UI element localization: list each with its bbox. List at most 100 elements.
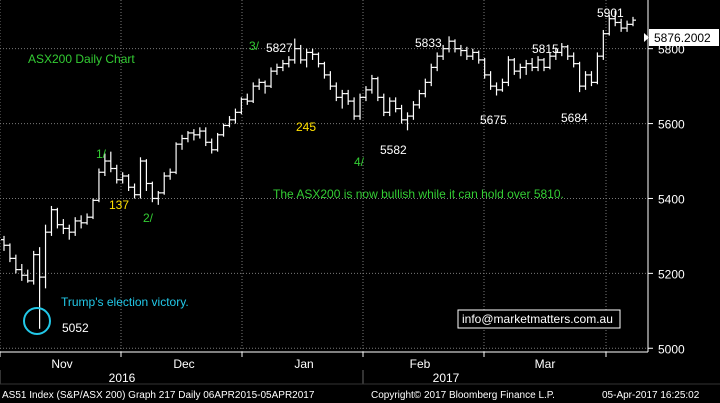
ohlc-bar <box>95 168 102 203</box>
ohlc-bar <box>463 46 470 60</box>
ohlc-bar <box>588 71 595 87</box>
ohlc-bar <box>155 190 162 205</box>
ohlc-bar <box>315 52 322 68</box>
ohlc-bar <box>184 131 191 143</box>
ohlc-bar <box>220 123 227 137</box>
ohlc-bar <box>244 93 251 105</box>
ohlc-bar <box>594 52 601 85</box>
ohlc-bar <box>333 82 340 102</box>
ohlc-bar <box>487 71 494 90</box>
ohlc-bar <box>529 58 536 72</box>
ohlc-bar <box>618 18 625 32</box>
ohlc-bar <box>30 250 37 285</box>
last-price-pointer <box>644 33 649 42</box>
ohlc-bar <box>362 86 369 102</box>
ohlc-bar <box>90 198 97 220</box>
ohlc-bar <box>576 61 583 93</box>
ohlc-bar <box>451 39 458 53</box>
ohlc-bar <box>612 10 619 27</box>
wave-4-points-label: 245 <box>296 120 316 134</box>
ohlc-bar <box>179 134 186 150</box>
ohlc-bar <box>600 29 607 60</box>
ohlc-bar <box>392 97 399 113</box>
peak-5827-label: 5827 <box>266 41 293 55</box>
y-tick-label: 5200 <box>658 267 685 281</box>
ohlc-bar <box>345 89 352 105</box>
peak-5833-label: 5833 <box>415 36 442 50</box>
ohlc-bar <box>368 74 375 94</box>
ohlc-bar <box>481 58 488 79</box>
ohlc-bar <box>101 153 108 176</box>
y-tick-label: 5800 <box>658 43 685 57</box>
ohlc-bar <box>78 215 85 229</box>
footer-copyright: Copyright© 2017 Bloomberg Finance L.P. <box>371 390 555 401</box>
last-price-box <box>649 29 719 46</box>
y-tick-label: 5000 <box>658 342 685 356</box>
y-tick-label: 5400 <box>658 192 685 206</box>
x-tick-label: Mar <box>535 357 556 371</box>
x-axis-ticks: Nov Dec Jan Feb Mar 2016 2017 <box>0 352 607 385</box>
footer-index: AS51 Index (S&P/ASX 200) Graph 217 Daily… <box>2 390 315 401</box>
ohlc-bar <box>214 132 221 152</box>
footer-timestamp: 05-Apr-2017 16:25:02 <box>602 390 700 401</box>
ohlc-bar <box>232 108 239 124</box>
grid <box>0 0 648 352</box>
ohlc-bars <box>1 10 636 329</box>
low-5052-label: 5052 <box>62 321 89 335</box>
last-price-label: 5876.2002 <box>654 31 711 45</box>
ohlc-bar <box>564 44 571 60</box>
ohlc-bar <box>161 172 168 195</box>
ohlc-bar <box>297 44 304 64</box>
ohlc-bar <box>410 101 417 120</box>
ohlc-bar <box>6 243 13 263</box>
ohlc-bar <box>173 142 180 175</box>
wave-4-label: 4/ <box>354 155 365 169</box>
ohlc-bar <box>416 89 423 109</box>
ohlc-bar <box>190 129 197 141</box>
year-label: 2016 <box>109 371 136 385</box>
ohlc-bar <box>446 36 453 53</box>
x-tick-label: Feb <box>410 357 431 371</box>
low-5675-label: 5675 <box>480 113 507 127</box>
ohlc-bar <box>380 93 387 117</box>
ohlc-bar <box>202 127 209 147</box>
ohlc-bar <box>54 207 61 229</box>
ohlc-bar <box>273 63 280 75</box>
ohlc-bar <box>374 76 381 102</box>
ohlc-bar <box>309 48 316 60</box>
peak-5901-label: 5901 <box>597 6 624 20</box>
ohlc-bar <box>226 116 233 128</box>
ohlc-bar <box>398 104 405 124</box>
ohlc-bar <box>24 269 31 283</box>
ohlc-bar <box>540 58 547 72</box>
ohlc-bar <box>505 56 512 87</box>
ohlc-bar <box>125 174 132 191</box>
ohlc-bar <box>499 78 506 92</box>
ohlc-bar <box>12 254 19 274</box>
ohlc-bar <box>624 20 631 32</box>
ohlc-bar <box>582 71 589 90</box>
ohlc-bar <box>167 168 174 180</box>
ohlc-bar <box>511 58 518 75</box>
x-tick-label: Jan <box>294 357 313 371</box>
low-5684-label: 5684 <box>561 111 588 125</box>
ohlc-bar <box>630 16 636 27</box>
ohlc-bar <box>36 247 43 329</box>
ohlc-bar <box>404 112 411 131</box>
ohlc-bar <box>291 38 298 64</box>
ohlc-bar <box>475 50 482 64</box>
ohlc-bar <box>1 235 7 251</box>
ohlc-bar <box>256 78 263 90</box>
ohlc-bar <box>149 181 156 203</box>
ohlc-bar <box>523 59 530 75</box>
ohlc-bar <box>107 151 114 173</box>
ohlc-bar <box>552 48 559 60</box>
ohlc-bar <box>303 48 310 68</box>
bullish-commentary: The ASX200 is now bullish while it can h… <box>273 187 564 201</box>
ohlc-bar <box>137 157 144 199</box>
low-5582-label: 5582 <box>380 143 407 157</box>
ohlc-bar <box>440 44 447 60</box>
election-low-circle <box>23 307 51 335</box>
ohlc-bar <box>321 61 328 79</box>
ohlc-bar <box>238 97 245 115</box>
